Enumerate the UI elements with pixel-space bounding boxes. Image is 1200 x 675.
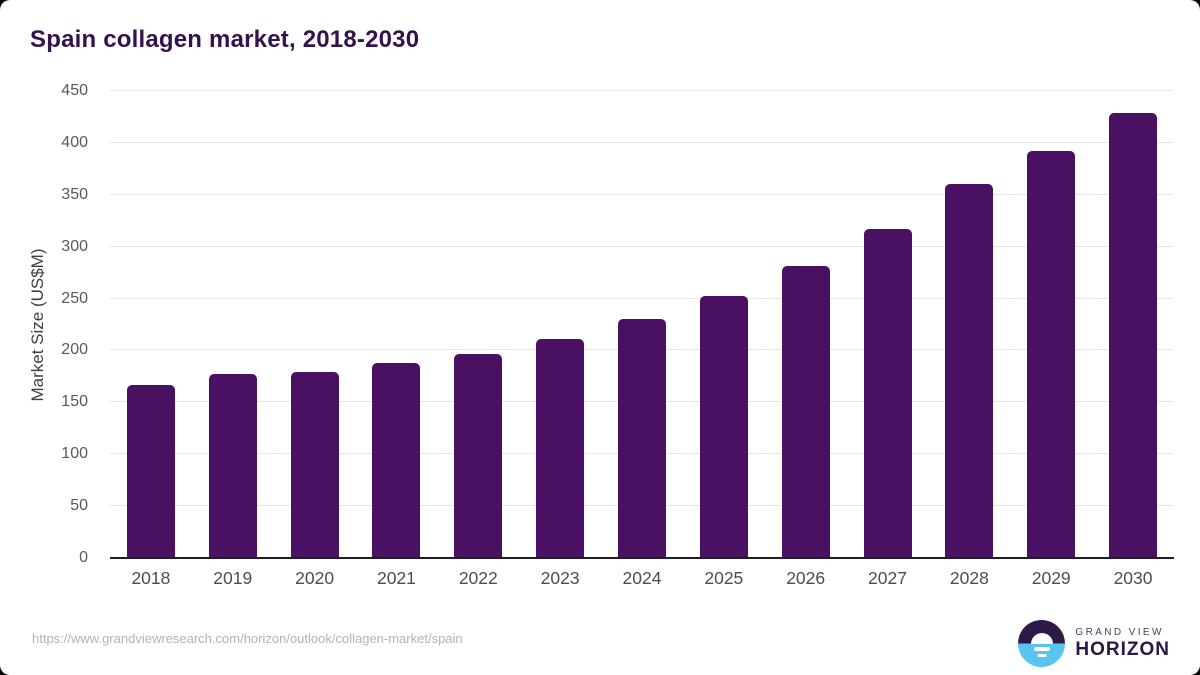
x-tick-label-2024: 2024 bbox=[622, 568, 662, 588]
chart-title: Spain collagen market, 2018-2030 bbox=[30, 26, 420, 53]
bar-slot-2019 bbox=[192, 91, 274, 558]
logo-text-horizon: HORIZON bbox=[1075, 638, 1170, 660]
y-tick-label-100: 100 bbox=[61, 445, 88, 463]
bar-2020[interactable] bbox=[290, 372, 339, 558]
gridline-450 bbox=[110, 90, 1174, 91]
bar-slot-2030 bbox=[1092, 91, 1174, 558]
y-tick-label-0: 0 bbox=[79, 549, 88, 566]
bars-layer bbox=[110, 91, 1174, 558]
bar-2025[interactable] bbox=[699, 296, 748, 558]
sun-icon bbox=[1030, 632, 1053, 644]
bar-2018[interactable] bbox=[126, 384, 175, 558]
y-tick-label-50: 50 bbox=[70, 497, 88, 515]
gridline-400 bbox=[110, 141, 1174, 143]
gridline-250 bbox=[110, 297, 1174, 299]
bar-slot-2029 bbox=[1010, 91, 1092, 558]
gridline-350 bbox=[110, 193, 1174, 195]
bar-2026[interactable] bbox=[781, 266, 830, 558]
x-tick-label-2029: 2029 bbox=[1031, 568, 1071, 588]
bar-2019[interactable] bbox=[208, 374, 257, 558]
bar-slot-2025 bbox=[683, 91, 765, 558]
horizon-sun-icon bbox=[1018, 620, 1066, 667]
x-tick-label-2026: 2026 bbox=[786, 568, 826, 588]
x-tick-label-2018: 2018 bbox=[131, 568, 171, 588]
y-tick-label-400: 400 bbox=[61, 133, 88, 151]
horizon-reflection-line bbox=[1037, 653, 1047, 657]
horizon-reflection-line bbox=[1033, 647, 1050, 651]
bar-slot-2022 bbox=[437, 91, 519, 558]
x-tick-label-2022: 2022 bbox=[458, 568, 498, 588]
x-tick-label-2027: 2027 bbox=[868, 568, 907, 588]
bar-slot-2021 bbox=[356, 91, 438, 558]
y-tick-label-200: 200 bbox=[61, 341, 88, 359]
bar-2024[interactable] bbox=[617, 319, 666, 558]
bar-slot-2024 bbox=[601, 91, 683, 558]
gridline-300 bbox=[110, 245, 1174, 247]
bar-2023[interactable] bbox=[536, 339, 585, 558]
y-axis-tick-labels: 0 50 100 150 200 250 300 350 400 450 bbox=[0, 83, 96, 566]
x-tick-label-2020: 2020 bbox=[295, 568, 335, 588]
bar-slot-2027 bbox=[847, 91, 929, 558]
x-tick-label-2019: 2019 bbox=[213, 568, 253, 588]
bar-slot-2023 bbox=[519, 91, 601, 558]
x-tick-label-2025: 2025 bbox=[704, 568, 744, 588]
x-tick-label-2023: 2023 bbox=[540, 568, 580, 588]
bar-2028[interactable] bbox=[945, 184, 994, 558]
bar-slot-2026 bbox=[765, 91, 847, 558]
bar-slot-2020 bbox=[274, 91, 356, 558]
x-tick-label-2030: 2030 bbox=[1113, 568, 1153, 588]
bar-2021[interactable] bbox=[372, 362, 421, 558]
bar-2022[interactable] bbox=[454, 353, 503, 558]
bar-2027[interactable] bbox=[863, 229, 912, 558]
x-tick-label-2021: 2021 bbox=[376, 568, 416, 588]
y-tick-label-250: 250 bbox=[61, 289, 88, 307]
y-tick-label-350: 350 bbox=[61, 185, 88, 203]
y-tick-label-450: 450 bbox=[61, 82, 88, 99]
logo-text-grand-view: GRAND VIEW bbox=[1075, 626, 1164, 638]
x-axis-tick-labels: 2018 2019 2020 2021 2022 2023 2024 2025 2026 2027… bbox=[110, 568, 1174, 589]
x-tick-label-2028: 2028 bbox=[949, 568, 989, 588]
grand-view-horizon-logo: GRAND VIEW HORIZON bbox=[1018, 620, 1170, 667]
y-tick-label-300: 300 bbox=[61, 237, 88, 255]
y-tick-label-150: 150 bbox=[61, 393, 88, 411]
bar-slot-2018 bbox=[110, 91, 192, 558]
source-url: https://www.grandviewresearch.com/horizo… bbox=[32, 631, 463, 646]
bar-slot-2028 bbox=[928, 91, 1010, 558]
bar-2029[interactable] bbox=[1027, 151, 1076, 558]
plot-area bbox=[110, 90, 1174, 559]
bar-2030[interactable] bbox=[1109, 112, 1158, 558]
x-axis-line bbox=[110, 557, 1174, 559]
logo-text: GRAND VIEW HORIZON bbox=[1075, 627, 1170, 661]
